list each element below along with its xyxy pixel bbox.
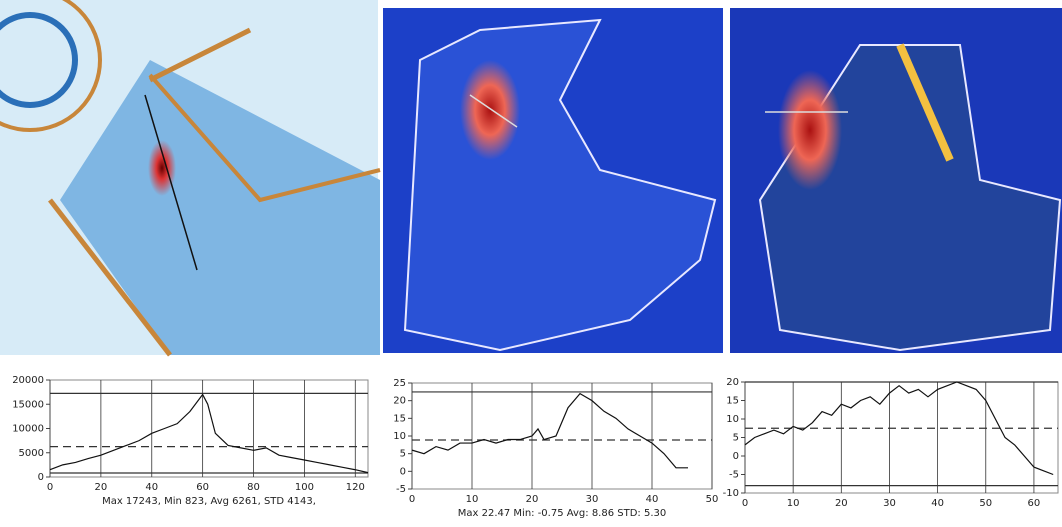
y-tick-label: 20 xyxy=(726,377,739,388)
y-tick-label: 0 xyxy=(400,466,406,477)
x-tick-label: 40 xyxy=(931,498,944,509)
data-line xyxy=(49,393,369,474)
y-tick-label: 15 xyxy=(726,396,739,407)
x-tick-label: 20 xyxy=(526,494,539,505)
data-line xyxy=(411,392,688,469)
x-tick-label: 20 xyxy=(95,482,108,493)
y-tick-label: -5 xyxy=(729,470,739,481)
y-tick-label: 0 xyxy=(733,451,739,462)
y-tick-label: 5 xyxy=(400,449,406,460)
thermal-image-1 xyxy=(0,0,381,357)
x-tick-label: 30 xyxy=(586,494,599,505)
x-tick-label: 40 xyxy=(646,494,659,505)
stats-caption: Max 17243, Min 823, Avg 6261, STD 4143, xyxy=(102,496,316,507)
x-tick-label: 10 xyxy=(787,498,800,509)
x-tick-label: 0 xyxy=(742,498,748,509)
y-tick-label: 20000 xyxy=(12,375,44,386)
y-tick-label: -10 xyxy=(723,488,739,499)
data-line xyxy=(744,381,1054,476)
y-tick-label: -5 xyxy=(396,484,406,495)
y-tick-label: 20 xyxy=(393,396,406,407)
y-tick-label: 0 xyxy=(38,472,44,483)
y-tick-label: 5 xyxy=(733,433,739,444)
plot-area xyxy=(744,381,1059,494)
y-tick-label: 15 xyxy=(393,413,406,424)
thermal-image-3 xyxy=(730,8,1062,353)
plot-area xyxy=(49,379,369,478)
plot-area xyxy=(411,382,713,490)
x-tick-label: 0 xyxy=(409,494,415,505)
y-tick-label: 25 xyxy=(393,378,406,389)
x-tick-label: 10 xyxy=(466,494,479,505)
y-tick-label: 15000 xyxy=(12,399,44,410)
x-tick-label: 40 xyxy=(145,482,158,493)
y-tick-label: 5000 xyxy=(19,448,44,459)
y-tick-label: 10 xyxy=(726,414,739,425)
stats-caption: Max 22.47 Min: -0.75 Avg: 8.86 STD: 5.30 xyxy=(458,508,667,519)
x-tick-label: 20 xyxy=(835,498,848,509)
x-tick-label: 60 xyxy=(1028,498,1041,509)
x-tick-label: 30 xyxy=(883,498,896,509)
y-tick-label: 10 xyxy=(393,431,406,442)
x-tick-label: 60 xyxy=(196,482,209,493)
x-tick-label: 120 xyxy=(346,482,365,493)
x-tick-label: 0 xyxy=(47,482,53,493)
thermal-image-2 xyxy=(383,8,723,353)
x-tick-label: 80 xyxy=(247,482,260,493)
x-tick-label: 50 xyxy=(979,498,992,509)
y-tick-label: 10000 xyxy=(12,424,44,435)
x-tick-label: 50 xyxy=(706,494,719,505)
x-tick-label: 100 xyxy=(295,482,314,493)
